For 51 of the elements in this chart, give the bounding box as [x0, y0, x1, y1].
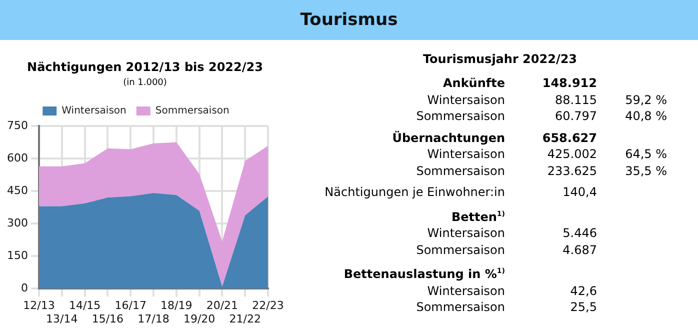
chart-title: Nächtigungen 2012/13 bis 2022/23	[26, 60, 264, 74]
category-label: Sommersaison	[415, 242, 506, 258]
data-label: 140,4	[562, 184, 597, 200]
x-tick-label: 20/21	[206, 299, 238, 312]
category-label: Bettenauslastung in %$^{1)}$	[342, 266, 506, 282]
data-label: 64,5 %	[624, 146, 667, 162]
x-tick-label: 18/19	[160, 299, 192, 312]
data-label: 40,8 %	[624, 108, 667, 124]
legend-label: Sommersaison	[155, 106, 230, 117]
x-tick-label: 15/16	[92, 312, 124, 326]
data-label: 60.797	[554, 108, 597, 124]
category-label: Wintersaison	[426, 225, 506, 242]
text: (in 1.000)	[122, 78, 168, 88]
y-tick-label: 600	[6, 151, 28, 164]
category-label: Übernachtungen	[391, 130, 506, 146]
x-tick-label: 22/23	[252, 299, 284, 312]
x-tick-label: 12/13	[23, 299, 55, 312]
x-tick-label: 17/18	[138, 312, 170, 326]
x-tick-label: 19/20	[183, 312, 216, 326]
y-tick-label: 450	[6, 184, 28, 197]
text: Tourismus	[0, 0, 698, 40]
data-label: 59,2 %	[624, 92, 667, 108]
text: Tourismusjahr 2022/23	[422, 52, 578, 66]
category-label: Betten$^{1)}$	[450, 208, 506, 225]
data-label: 25,5	[569, 299, 597, 316]
legend-label: Wintersaison	[62, 106, 126, 117]
data-label: 148.912	[541, 75, 597, 92]
data-label: 425.002	[546, 146, 597, 162]
y-tick-label: 300	[6, 216, 28, 230]
data-label: 5.446	[562, 225, 597, 242]
y-tick-label: 0	[20, 281, 28, 294]
category-label: Sommersaison	[415, 299, 506, 316]
data-label: 88.115	[554, 92, 597, 108]
category-label: Ankünfte	[442, 75, 506, 92]
x-tick-label: 16/17	[114, 299, 146, 312]
x-tick-label: 21/22	[229, 312, 261, 326]
category-label: Nächtigungen je Einwohner:in	[324, 184, 506, 200]
category-label: Wintersaison	[426, 92, 506, 108]
x-tick-label: 14/15	[68, 299, 101, 312]
category-label: Sommersaison	[415, 162, 506, 179]
category-label: Wintersaison	[426, 282, 506, 299]
data-label: 35,5 %	[624, 162, 667, 179]
x-tick-label: 13/14	[46, 312, 78, 326]
data-label: 42,6	[569, 282, 597, 299]
category-label: Sommersaison	[415, 108, 506, 124]
data-label: 233.625	[546, 162, 597, 179]
category-label: Wintersaison	[426, 146, 506, 162]
data-label: 658.627	[541, 130, 597, 146]
y-tick-label: 750	[6, 118, 28, 132]
y-tick-label: 150	[6, 248, 28, 262]
data-label: 4.687	[562, 242, 597, 258]
